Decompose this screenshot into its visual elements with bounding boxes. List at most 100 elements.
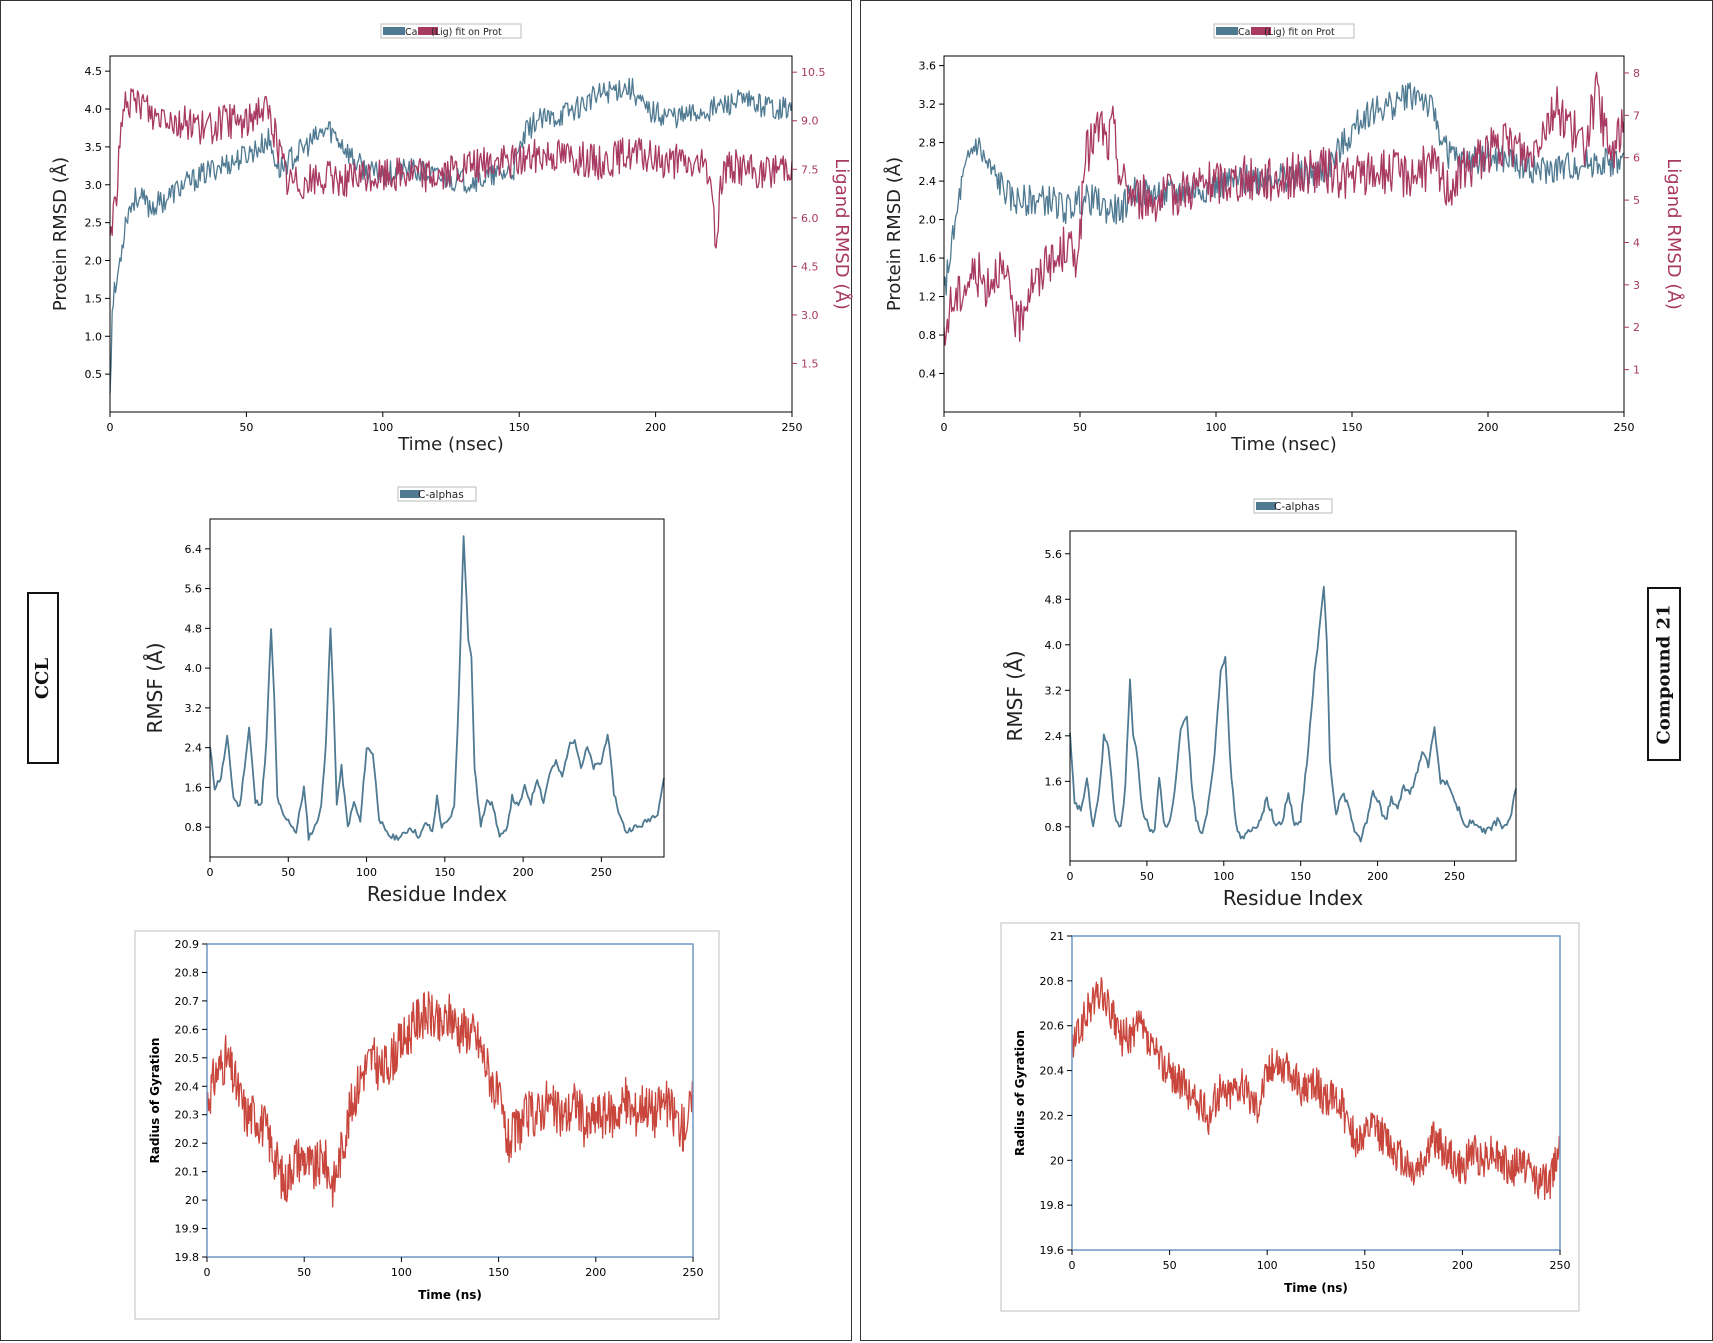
compound21-rmsd-x-tick-label: 200 (1478, 421, 1499, 434)
compound21-rg-x-tick-label: 150 (1354, 1259, 1375, 1272)
compound21-rmsd-y2-tick-label: 6 (1633, 152, 1640, 165)
compound21-rmsf-y-tick-label: 0.8 (1045, 821, 1063, 834)
compound21-rmsd-legend-box (1213, 23, 1355, 39)
compound21-rmsf-x-tick-label: 100 (1213, 870, 1234, 883)
ccl-rmsd-x-tick-label: 150 (509, 421, 530, 434)
compound21-rg-x-tick-label: 100 (1257, 1259, 1278, 1272)
label-compound-21: Compound 21 (1647, 587, 1681, 761)
ccl-rmsf-y-tick-label: 6.4 (185, 543, 203, 556)
compound21-rmsf-series-line (1069, 585, 1517, 843)
ccl-rmsd-y-tick-label: 3.0 (85, 179, 103, 192)
compound21-rmsf-x-tick-label: 50 (1140, 870, 1154, 883)
ccl-rmsf-chart: 0 50 100 150 200 250 0.8 1.6 2.4 3.2 4.0 4.8 5.6 6.4 R… (143, 486, 665, 906)
ccl-rg-y-tick-label: 19.9 (175, 1223, 200, 1236)
label-ccl: CCL (27, 592, 59, 764)
compound21-rmsd-plot-frame (943, 55, 1625, 413)
ccl-rmsd-series-line (109, 77, 793, 394)
compound21-rg-plot-frame (1071, 935, 1561, 1251)
ccl-rmsf-x-tick-label: 200 (513, 866, 534, 879)
compound21-rmsf-y-tick-label: 5.6 (1045, 548, 1063, 561)
compound21-rmsd-legend-label-ca: Ca (1238, 27, 1250, 38)
ccl-rmsd-y-tick-label: 2.5 (85, 217, 103, 230)
compound21-rmsd-legend-label-lig: (Lig) fit on Prot (1264, 27, 1335, 38)
ccl-rmsf-y-tick-label: 3.2 (185, 702, 203, 715)
compound21-rmsf-y-tick-label: 2.4 (1045, 730, 1063, 743)
compound21-rg-chart: 0 50 100 150 200 250 19.6 19.8 20 20.2 20.4 20.6 20.… (1000, 922, 1580, 1312)
compound21-rmsd-ylabel: Protein RMSD (Å) (883, 157, 905, 311)
compound21-rmsf-y-tick-label: 1.6 (1045, 775, 1063, 788)
ccl-rmsf-y-tick-label: 0.8 (185, 821, 203, 834)
ccl-rg-x-tick-label: 150 (488, 1266, 509, 1279)
compound21-rmsd-series-line-2 (943, 71, 1625, 346)
ccl-rg-y-tick-label: 20.6 (175, 1023, 200, 1036)
compound21-rmsd-y-tick-label: 0.4 (919, 368, 937, 381)
compound21-rmsd-y-tick-label: 3.6 (919, 60, 937, 73)
compound21-rg-y-tick-label: 19.8 (1040, 1199, 1065, 1212)
ccl-rmsd-y2-tick-label: 7.5 (801, 163, 819, 176)
compound21-rmsd-xlabel: Time (nsec) (1230, 434, 1337, 455)
ccl-rmsf-xlabel: Residue Index (367, 882, 508, 906)
ccl-rg-x-tick-label: 200 (585, 1266, 606, 1279)
label-ccl-text: CCL (32, 657, 54, 699)
compound21-rmsd-y2-tick-label: 1 (1633, 364, 1640, 377)
compound21-rmsd-legend-swatch-ca (1216, 27, 1238, 35)
compound21-rmsd-y2-tick-label: 3 (1633, 279, 1640, 292)
compound21-rmsd-y2-tick-label: 8 (1633, 67, 1640, 80)
ccl-rmsf-ylabel: RMSF (Å) (143, 643, 167, 734)
ccl-rg-x-tick-label: 50 (297, 1266, 311, 1279)
ccl-rg-y-tick-label: 20.1 (175, 1166, 200, 1179)
ccl-rmsf-y-tick-label: 2.4 (185, 742, 203, 755)
ccl-rg-y-tick-label: 20.7 (175, 995, 200, 1008)
ccl-rmsf-legend-swatch (400, 490, 420, 498)
ccl-rmsd-y-tick-label: 1.0 (85, 330, 103, 343)
compound21-rg-y-tick-label: 19.6 (1040, 1244, 1065, 1257)
compound21-rmsd-y-tick-label: 1.6 (919, 252, 937, 265)
ccl-rg-x-tick-label: 250 (683, 1266, 704, 1279)
compound21-rmsd-y2-tick-label: 7 (1633, 109, 1640, 122)
ccl-rmsd-legend-swatch-ca (383, 27, 405, 35)
compound21-rmsd-x-tick-label: 50 (1073, 421, 1087, 434)
ccl-rmsd-y-tick-label: 3.5 (85, 141, 103, 154)
compound21-rmsd-legend-swatch-lig (1251, 27, 1271, 35)
compound21-rmsf-legend-label: C-alphas (1274, 501, 1320, 513)
ccl-rg-y-tick-label: 20.4 (175, 1080, 200, 1093)
ccl-rmsf-y-tick-label: 4.0 (185, 662, 203, 675)
ccl-rmsf-x-tick-label: 50 (281, 866, 295, 879)
ccl-rmsd-legend-label-lig: (Lig) fit on Prot (431, 27, 502, 38)
compound21-rmsf-x-tick-label: 200 (1367, 870, 1388, 883)
ccl-rmsd-x-tick-label: 250 (782, 421, 803, 434)
ccl-rmsf-x-tick-label: 100 (356, 866, 377, 879)
compound21-rmsd-y-tick-label: 2.4 (919, 175, 937, 188)
compound21-rmsf-xlabel: Residue Index (1223, 886, 1364, 910)
compound21-rmsd-x-tick-label: 0 (941, 421, 948, 434)
ccl-rmsd-y-tick-label: 4.0 (85, 103, 103, 116)
ccl-rg-x-tick-label: 100 (391, 1266, 412, 1279)
compound21-rmsd-x-tick-label: 150 (1342, 421, 1363, 434)
ccl-rmsf-legend-label: C-alphas (418, 489, 464, 501)
compound21-rmsd-y-tick-label: 0.8 (919, 329, 937, 342)
compound21-rmsd-y2-tick-label: 5 (1633, 194, 1640, 207)
compound21-rmsf-plot-frame (1069, 530, 1517, 862)
compound21-rg-ylabel: Radius of Gyration (1013, 1030, 1027, 1156)
ccl-rmsf-plot-frame (209, 518, 665, 858)
ccl-rmsd-legend-swatch-lig (418, 27, 438, 35)
ccl-rmsf-y-tick-label: 5.6 (185, 583, 203, 596)
ccl-rg-outer-box (134, 930, 720, 1320)
ccl-rmsf-x-tick-label: 250 (591, 866, 612, 879)
ccl-rg-y-tick-label: 20 (185, 1194, 199, 1207)
compound21-rmsd-y-tick-label: 1.2 (919, 291, 937, 304)
ccl-rg-xlabel: Time (ns) (418, 1288, 482, 1302)
compound21-rg-y-tick-label: 20.2 (1040, 1109, 1065, 1122)
compound21-rmsf-x-tick-label: 150 (1290, 870, 1311, 883)
ccl-rmsf-y-tick-label: 4.8 (185, 622, 203, 635)
compound21-rmsf-y-tick-label: 4.0 (1045, 639, 1063, 652)
ccl-rmsd-y2-tick-label: 1.5 (801, 357, 819, 370)
compound21-rmsf-y-tick-label: 4.8 (1045, 593, 1063, 606)
ccl-rg-series-line (206, 991, 694, 1208)
ccl-rmsd-y-tick-label: 4.5 (85, 65, 103, 78)
ccl-rmsd-x-tick-label: 0 (107, 421, 114, 434)
ccl-rmsd-y-tick-label: 0.5 (85, 368, 103, 381)
ccl-rmsd-y2-tick-label: 3.0 (801, 309, 819, 322)
ccl-rmsd-y-tick-label: 2.0 (85, 255, 103, 268)
compound21-rmsd-y2label: Ligand RMSD (Å) (1663, 158, 1685, 309)
